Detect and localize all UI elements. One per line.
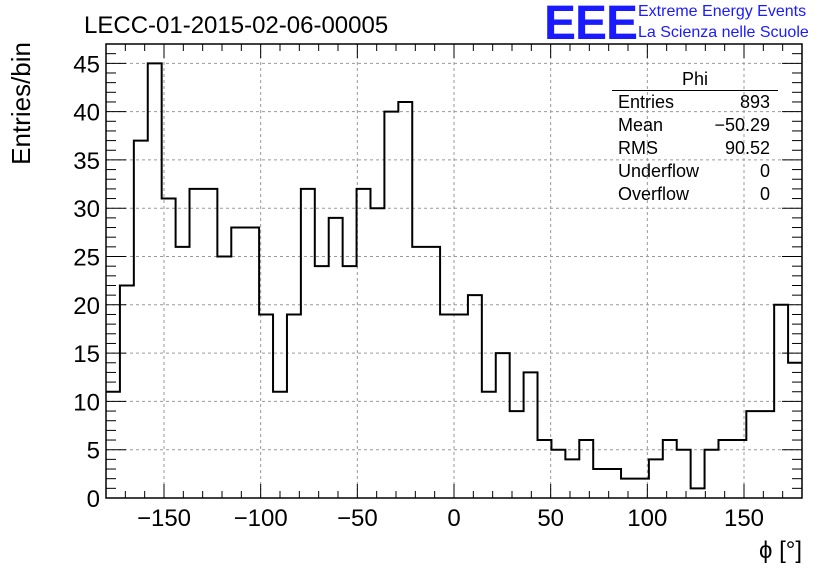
x-tick-label: −150: [137, 505, 191, 532]
y-tick-label: 25: [73, 245, 100, 272]
x-tick-label: −100: [234, 505, 288, 532]
x-tick-label: −50: [337, 505, 378, 532]
stats-label: Underflow: [618, 161, 700, 181]
y-axis-label: Entries/bin: [6, 42, 36, 165]
stats-value: 90.52: [724, 138, 770, 158]
y-tick-label: 0: [87, 486, 100, 513]
y-tick-labels: 0 5 10 15 20 25 30 35 40 45: [73, 51, 100, 513]
plot-title: LECC-01-2015-02-06-00005: [84, 12, 389, 39]
stats-row-entries: Entries 893: [612, 91, 778, 114]
y-tick-label: 30: [73, 196, 100, 223]
x-tick-label: 100: [627, 505, 667, 532]
y-tick-label: 35: [73, 148, 100, 175]
axis-ticks: [105, 44, 803, 499]
stats-row-underflow: Underflow 0: [612, 160, 778, 183]
y-tick-label: 15: [73, 341, 100, 368]
stats-label: Mean: [618, 115, 664, 135]
stats-value: 893: [739, 92, 770, 112]
x-tick-label: 150: [724, 505, 764, 532]
brand-line-2: La Scienza nelle Scuole: [638, 24, 809, 41]
eee-logo: EEE: [544, 0, 638, 50]
y-tick-label: 45: [73, 51, 100, 78]
stats-row-mean: Mean −50.29: [612, 114, 778, 137]
x-tick-label: 0: [447, 505, 460, 532]
stats-value: 0: [759, 184, 770, 204]
stats-box-title: Phi: [612, 68, 778, 91]
x-tick-labels: −150 −100 −50 0 50 100 150: [137, 505, 764, 532]
stats-value: 0: [759, 161, 770, 181]
stats-row-overflow: Overflow 0: [612, 183, 778, 206]
y-tick-label: 40: [73, 100, 100, 127]
stats-value: −50.29: [714, 115, 770, 135]
y-tick-label: 5: [87, 438, 100, 465]
x-tick-label: 50: [537, 505, 564, 532]
y-tick-label: 10: [73, 389, 100, 416]
stats-label: Overflow: [618, 184, 690, 204]
brand-line-1: Extreme Energy Events: [638, 3, 807, 20]
y-tick-label: 20: [73, 293, 100, 320]
x-axis-label: ϕ [°]: [759, 537, 802, 564]
histogram-series-line: [106, 62, 802, 490]
stats-box: Phi Entries 893 Mean −50.29 RMS 90.52 Un…: [612, 68, 778, 206]
stats-label: RMS: [618, 138, 658, 158]
stats-row-rms: RMS 90.52: [612, 137, 778, 160]
stats-label: Entries: [618, 92, 675, 112]
